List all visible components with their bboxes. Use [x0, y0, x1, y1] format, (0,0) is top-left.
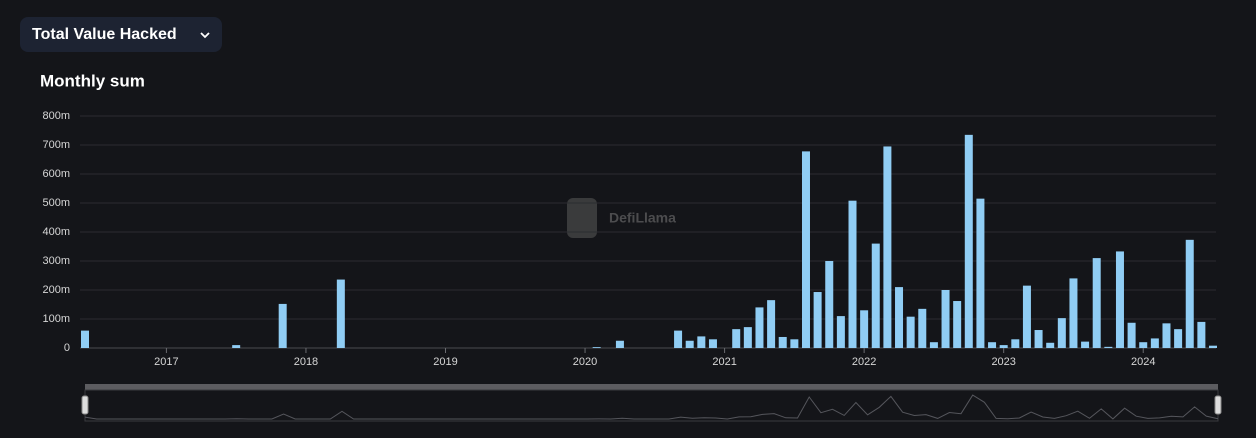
- bar: [1069, 278, 1078, 348]
- slider-bar[interactable]: [85, 384, 1218, 390]
- y-tick-label: 0: [64, 342, 70, 354]
- bar: [1022, 285, 1031, 348]
- bar: [1174, 329, 1183, 348]
- bar: [1127, 322, 1136, 348]
- watermark-text: DefiLlama: [609, 210, 676, 226]
- y-tick-label: 300m: [42, 255, 70, 267]
- bar: [743, 327, 752, 348]
- x-tick-label: 2021: [712, 356, 736, 368]
- bar: [732, 329, 741, 348]
- x-tick-label: 2017: [154, 356, 178, 368]
- watermark-icon: [567, 198, 597, 238]
- dropdown[interactable]: Total Value Hacked: [20, 17, 222, 52]
- y-tick-label: 500m: [42, 197, 70, 209]
- bar: [801, 151, 810, 348]
- x-tick-label: 2024: [1131, 356, 1155, 368]
- bar: [1011, 339, 1020, 348]
- bar: [1139, 342, 1148, 348]
- x-tick-label: 2020: [573, 356, 597, 368]
- dropdown-button[interactable]: [20, 17, 222, 52]
- bar: [929, 342, 938, 348]
- bar: [1150, 338, 1159, 348]
- y-tick-label: 800m: [42, 110, 70, 122]
- chevron[interactable]: [200, 32, 210, 39]
- bar: [953, 301, 962, 348]
- bar: [778, 336, 787, 348]
- bar: [883, 146, 892, 348]
- bar: [615, 340, 624, 348]
- slider-handle-left[interactable]: [81, 395, 89, 415]
- bar: [976, 198, 985, 348]
- bar: [1081, 341, 1090, 348]
- bar: [906, 316, 915, 348]
- bar: [941, 290, 950, 348]
- bar: [1057, 318, 1066, 348]
- bar: [278, 303, 287, 348]
- bar: [813, 292, 822, 348]
- bar: [1162, 323, 1171, 348]
- slider[interactable]: [81, 384, 1222, 422]
- bar: [790, 339, 799, 348]
- bar: [1092, 258, 1101, 348]
- bar: [1104, 346, 1113, 348]
- chart-title: Monthly sum: [40, 71, 145, 90]
- y-tick-label: 200m: [42, 284, 70, 296]
- x-tick-label: 2019: [433, 356, 457, 368]
- bar: [964, 134, 973, 348]
- bar: [755, 307, 764, 348]
- y-tick-label: 600m: [42, 168, 70, 180]
- bar: [81, 330, 89, 348]
- bar: [685, 340, 694, 348]
- dropdown-label[interactable]: Total Value Hacked: [32, 26, 177, 43]
- bar: [697, 336, 706, 348]
- overview-line: [84, 394, 1219, 420]
- bar: [918, 308, 927, 348]
- bar: [1197, 321, 1206, 348]
- y-tick-label: 700m: [42, 139, 70, 151]
- x-tick-label: 2023: [991, 356, 1015, 368]
- bar: [999, 345, 1008, 348]
- bar: [336, 279, 345, 348]
- bar: [232, 345, 241, 348]
- bar: [708, 339, 717, 348]
- bar: [860, 310, 869, 348]
- bar: [871, 243, 880, 348]
- x-tick-label: 2018: [294, 356, 318, 368]
- bar: [1209, 345, 1217, 348]
- bar: [848, 200, 857, 348]
- bar: [674, 330, 683, 348]
- x-tick-label: 2022: [852, 356, 876, 368]
- bar: [1034, 330, 1043, 348]
- bar: [1185, 239, 1194, 348]
- bar: [836, 316, 845, 348]
- y-tick-label: 100m: [42, 313, 70, 325]
- bar: [1115, 251, 1124, 348]
- bar: [988, 342, 997, 348]
- slider-handle-right[interactable]: [1214, 395, 1222, 415]
- bar: [592, 347, 601, 348]
- bar: [1046, 342, 1055, 348]
- bar: [767, 300, 776, 348]
- bar: [895, 287, 904, 348]
- bar: [825, 261, 834, 348]
- y-tick-label: 400m: [42, 226, 70, 238]
- watermark: DefiLlama: [567, 198, 676, 238]
